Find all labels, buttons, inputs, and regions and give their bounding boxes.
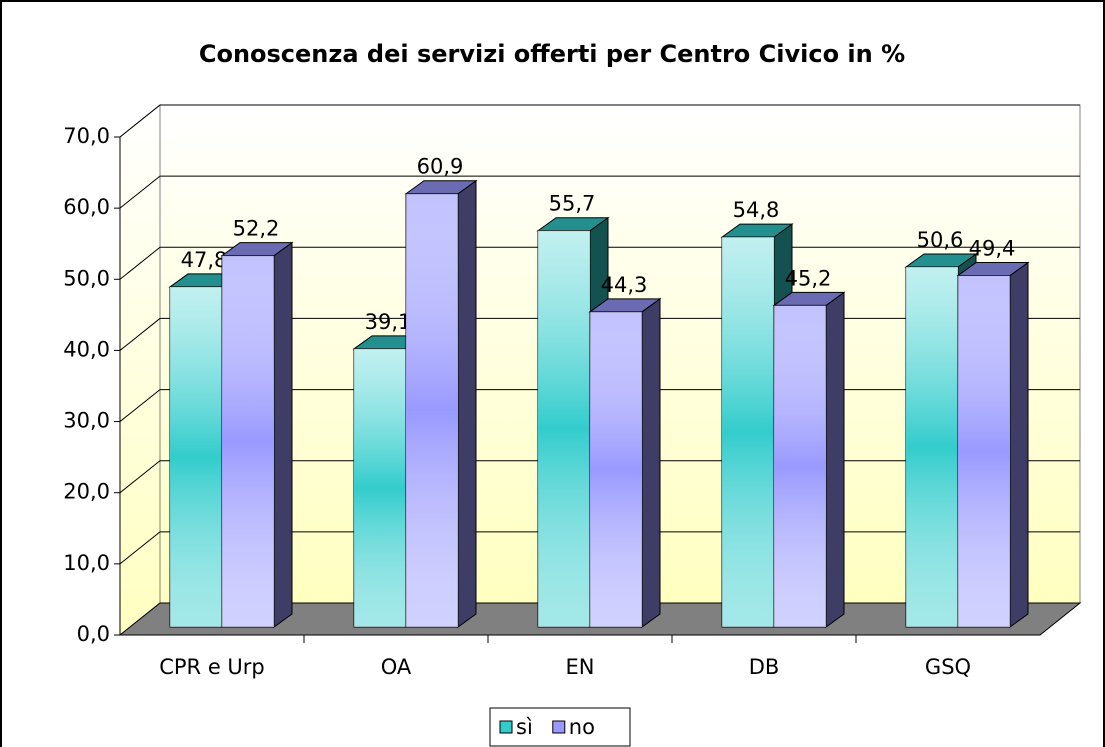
legend-swatch	[499, 720, 513, 734]
value-label: 52,2	[233, 217, 280, 241]
value-label: 55,7	[549, 192, 596, 216]
y-tick-label: 50,0	[63, 266, 110, 290]
y-tick-label: 70,0	[63, 124, 110, 148]
bar-side	[273, 241, 293, 628]
bar-shine	[406, 193, 458, 628]
bar-shine	[722, 237, 774, 627]
chart-title: Conoscenza dei servizi offerti per Centr…	[199, 40, 905, 68]
y-tick-label: 30,0	[63, 409, 110, 433]
y-tick-label: 0,0	[77, 622, 110, 646]
y-tick-label: 40,0	[63, 337, 110, 361]
bar-side	[825, 291, 845, 628]
value-label: 49,4	[969, 237, 1016, 261]
x-tick-label: DB	[749, 655, 780, 679]
x-tick-label: OA	[381, 655, 412, 679]
y-tick-label: 20,0	[63, 480, 110, 504]
bar-side	[1009, 261, 1029, 628]
value-label: 54,8	[733, 198, 780, 222]
bar-shine	[538, 230, 590, 627]
grid-line	[119, 175, 1080, 209]
side-wall	[119, 103, 161, 637]
bar-side	[641, 297, 661, 628]
legend-swatch	[552, 720, 566, 734]
y-tick-label: 60,0	[63, 195, 110, 219]
value-label: 60,9	[417, 155, 464, 179]
value-label: 45,2	[785, 266, 832, 290]
x-tick-label: GSQ	[925, 655, 971, 679]
bar-shine	[906, 267, 958, 627]
legend-label: sì	[516, 715, 533, 739]
bar-shine	[590, 311, 642, 627]
bar-shine	[774, 305, 826, 627]
bar-shine	[170, 286, 222, 627]
x-tick-label: CPR e Urp	[159, 655, 265, 679]
y-tick-label: 10,0	[63, 551, 110, 575]
value-label: 39,1	[365, 310, 412, 334]
bar-shine	[354, 348, 406, 627]
value-label: 44,3	[601, 273, 648, 297]
value-label: 47,8	[181, 248, 228, 272]
x-tick-label: EN	[566, 655, 595, 679]
bar-shine	[222, 255, 274, 628]
bar-shine	[958, 275, 1010, 627]
legend-label: no	[569, 715, 595, 739]
grid-line	[119, 104, 1080, 138]
value-label: 50,6	[917, 228, 964, 252]
bar-side	[457, 179, 477, 628]
